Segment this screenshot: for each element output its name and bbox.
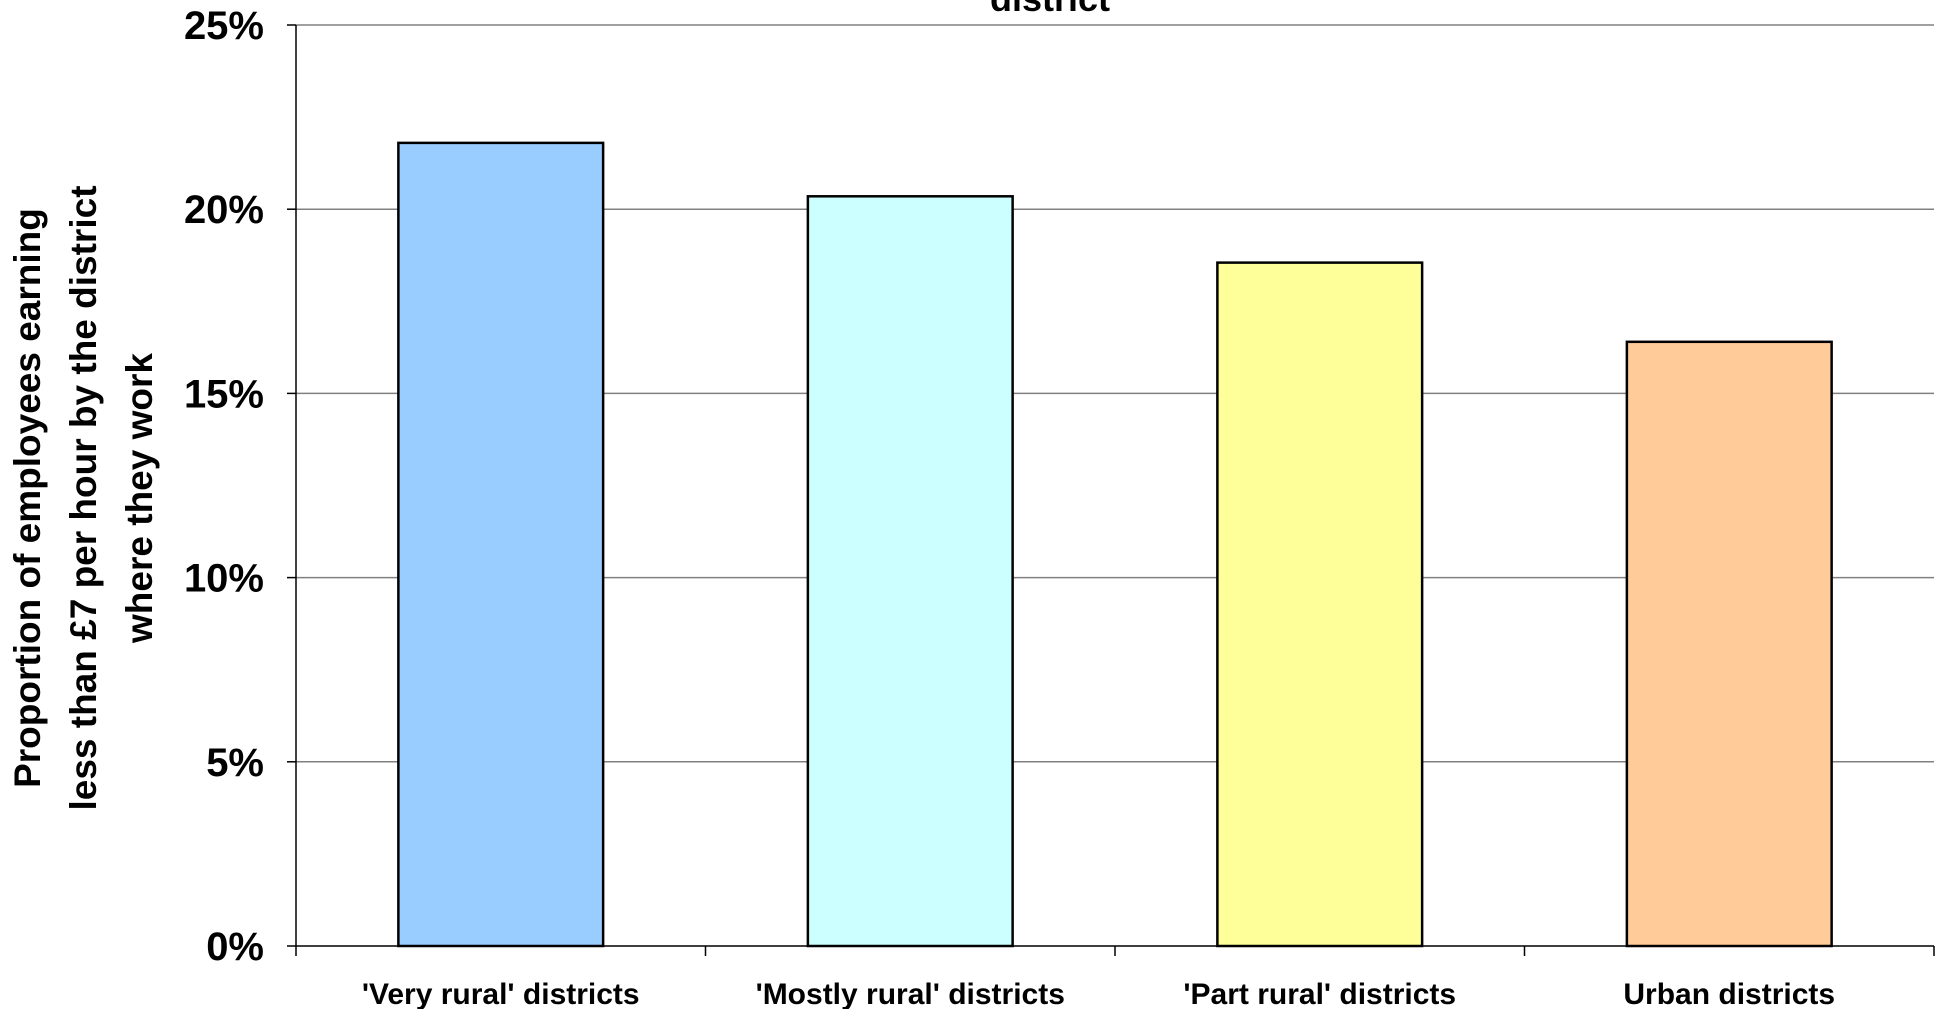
y-tick-labels: 0% 5% 10% 15% 20% 25% [184, 4, 264, 969]
x-tick-label: 'Mostly rural' districts [756, 978, 1065, 1009]
bar [397, 141, 605, 948]
y-tick-label: 15% [184, 372, 264, 416]
y-tick-label: 5% [206, 741, 264, 785]
y-tick-label: 0% [206, 925, 264, 969]
x-tick-label: 'Part rural' districts [1183, 978, 1456, 1009]
bar [806, 195, 1014, 948]
y-tick-label: 20% [184, 188, 264, 232]
y-tick-label: 10% [184, 557, 264, 601]
y-tick-label: 25% [184, 4, 264, 48]
x-tick-label: Urban districts [1623, 978, 1835, 1009]
x-tick-labels: 'Very rural' districts 'Mostly rural' dis… [362, 978, 1835, 1009]
x-tick-label: 'Very rural' districts [362, 978, 640, 1009]
bar [1216, 261, 1424, 948]
bar [1625, 340, 1833, 948]
chart-title: district [990, 0, 1110, 20]
bars [397, 141, 1833, 948]
